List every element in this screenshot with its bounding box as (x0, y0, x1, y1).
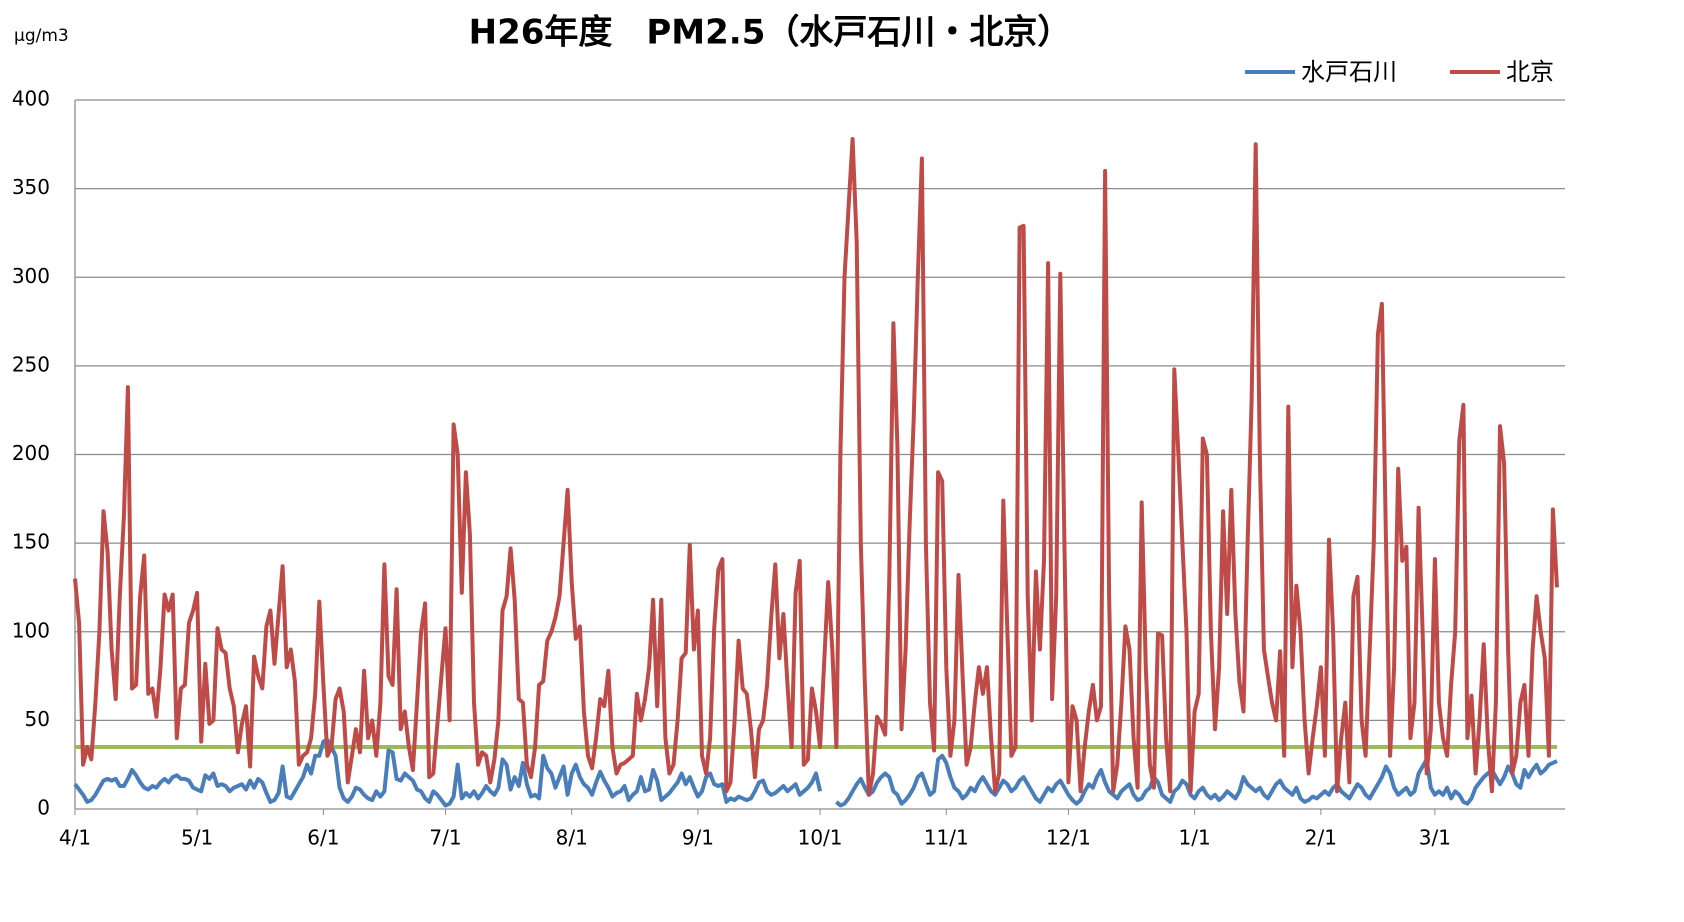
x-tick-label: 5/1 (181, 826, 213, 850)
x-tick-label: 4/1 (59, 826, 91, 850)
legend-label: 北京 (1506, 58, 1554, 86)
y-tick-label: 50 (25, 707, 50, 731)
x-tick-label: 3/1 (1419, 826, 1451, 850)
y-tick-label: 250 (12, 352, 50, 376)
y-tick-label: 150 (12, 530, 50, 554)
series-line (73, 737, 1558, 808)
x-tick-label: 11/1 (924, 826, 969, 850)
y-tick-label: 0 (37, 796, 50, 820)
x-tick-label: 7/1 (429, 826, 461, 850)
legend-label: 水戸石川 (1301, 58, 1397, 86)
y-tick-label: 350 (12, 175, 50, 199)
x-tick-label: 1/1 (1179, 826, 1211, 850)
x-tick-label: 12/1 (1046, 826, 1091, 850)
y-unit: μg/m3 (14, 26, 69, 46)
y-tick-label: 300 (12, 264, 50, 288)
y-tick-label: 100 (12, 618, 50, 642)
x-tick-label: 6/1 (307, 826, 339, 850)
y-tick-label: 200 (12, 441, 50, 465)
x-tick-label: 9/1 (682, 826, 714, 850)
chart-title: H26年度 PM2.5（水戸石川・北京） (469, 13, 1072, 53)
x-tick-label: 2/1 (1305, 826, 1337, 850)
x-tick-label: 8/1 (556, 826, 588, 850)
x-tick-label: 10/1 (798, 826, 843, 850)
y-tick-label: 400 (12, 87, 50, 111)
series-line (73, 137, 1559, 797)
